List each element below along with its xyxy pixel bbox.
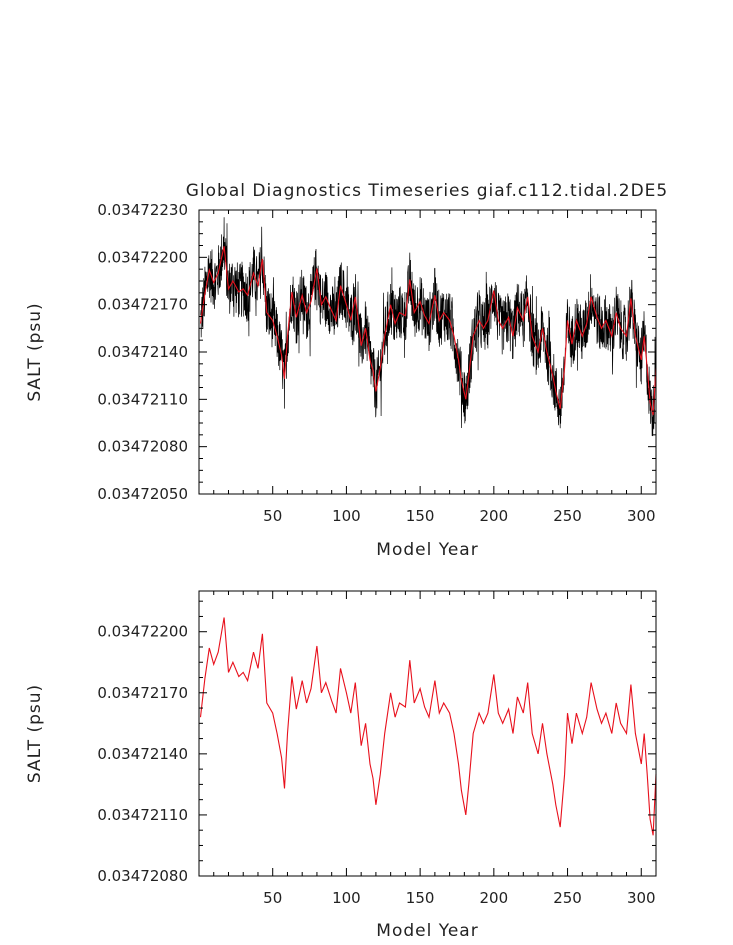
y-tick-label: 0.03472110	[97, 806, 188, 824]
x-tick-label: 200	[480, 889, 509, 907]
x-tick-label: 100	[332, 507, 361, 525]
y-tick-label: 0.03472200	[97, 623, 188, 641]
y-tick-label: 0.03472140	[97, 745, 188, 763]
chart-title: Global Diagnostics Timeseries giaf.c112.…	[186, 181, 669, 201]
y-tick-label: 0.03472080	[97, 867, 188, 885]
x-tick-label: 250	[553, 507, 582, 525]
plot-frame	[198, 590, 657, 877]
y-axis-title: SALT (psu)	[25, 302, 45, 401]
x-tick-label: 100	[332, 889, 361, 907]
annual-mean-line	[199, 246, 657, 416]
x-tick-label: 200	[480, 507, 509, 525]
x-tick-label: 250	[553, 889, 582, 907]
y-axis-title: SALT (psu)	[25, 684, 45, 783]
x-tick-label: 300	[627, 507, 656, 525]
plot-frame	[198, 209, 657, 495]
y-tick-label: 0.03472080	[97, 438, 188, 456]
bottom-panel: 50 100 150 200 250 300 0.03472080 0.03472110 0.0…	[25, 590, 657, 941]
x-tick-label: 150	[406, 507, 435, 525]
x-tick-label: 150	[406, 889, 435, 907]
x-axis-title: Model Year	[376, 921, 478, 941]
y-tick-label: 0.03472110	[97, 390, 188, 408]
annual-mean-line	[199, 617, 657, 836]
top-panel: 50 100 150 200 250 300 0.03472050 0.03472080 0.0…	[25, 201, 657, 560]
x-axis-title: Model Year	[376, 540, 478, 560]
x-tick-label: 50	[263, 889, 282, 907]
y-tick-label: 0.03472140	[97, 343, 188, 361]
y-tick-label: 0.03472050	[97, 485, 188, 503]
y-tick-label: 0.03472170	[97, 684, 188, 702]
y-tick-label: 0.03472200	[97, 248, 188, 266]
x-tick-label: 300	[627, 889, 656, 907]
y-tick-label: 0.03472170	[97, 296, 188, 314]
monthly-mean-line	[200, 217, 657, 437]
y-tick-label: 0.03472230	[97, 201, 188, 219]
x-tick-label: 50	[263, 507, 282, 525]
